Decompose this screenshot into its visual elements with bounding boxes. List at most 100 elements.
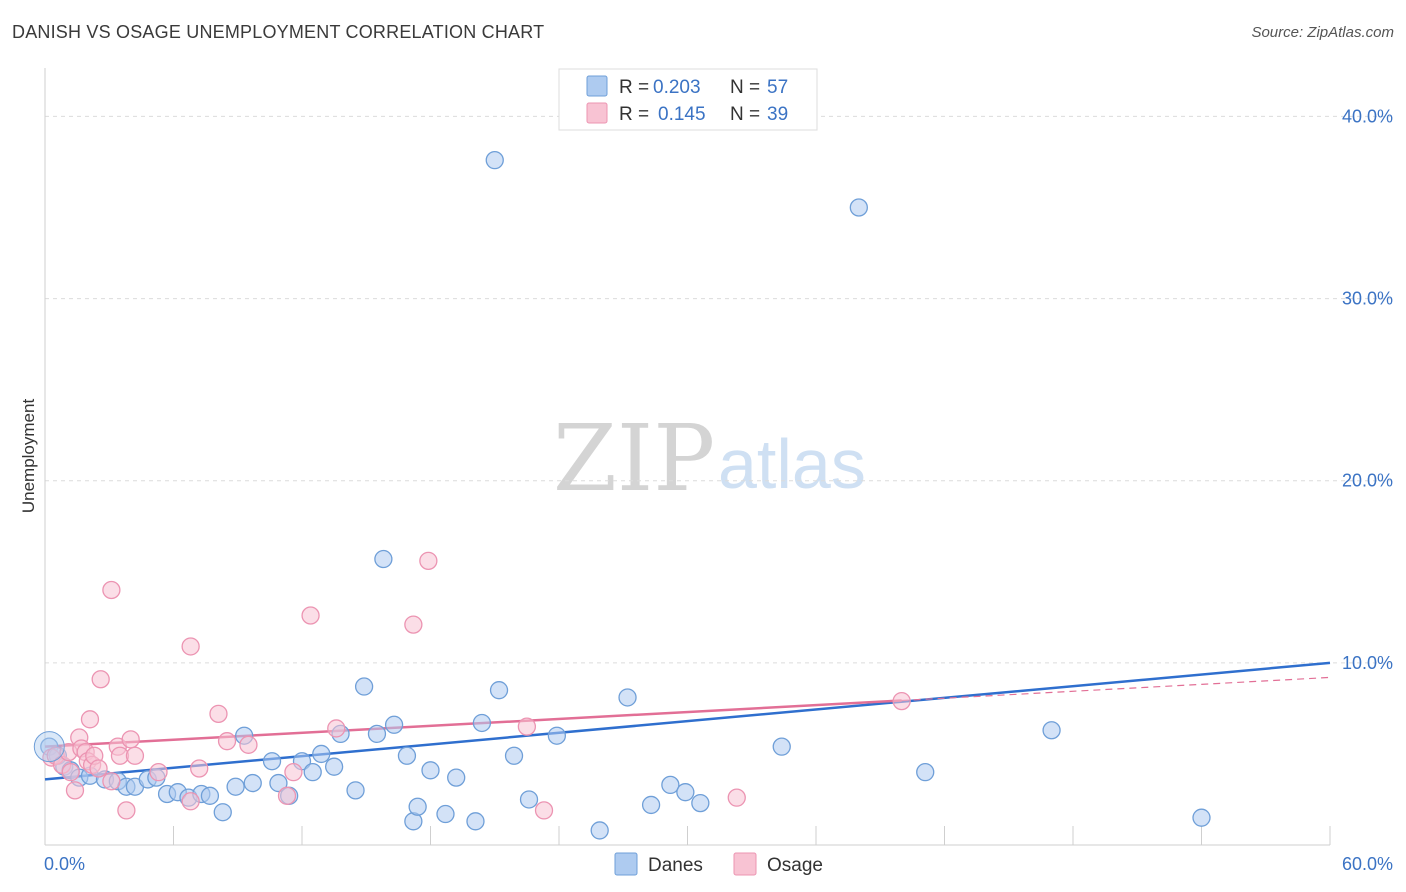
y-axis-title: Unemployment: [19, 399, 38, 514]
legend-n-label-danes: N =: [730, 77, 760, 98]
x-tick-label: 0.0%: [44, 854, 85, 874]
point-osage: [534, 801, 554, 820]
point-danes: [661, 775, 680, 795]
point-danes: [772, 737, 791, 756]
point-danes: [374, 549, 393, 569]
point-danes: [243, 773, 262, 793]
point-osage: [89, 759, 108, 778]
point-osage: [102, 580, 121, 600]
point-danes: [504, 746, 524, 765]
point-danes: [849, 198, 868, 217]
legend-r-label-danes: R =: [619, 77, 649, 98]
point-danes: [590, 821, 609, 840]
point-osage: [80, 710, 100, 729]
point-osage: [61, 762, 80, 782]
point-osage: [65, 781, 85, 800]
point-danes: [447, 768, 466, 787]
point-danes: [200, 786, 220, 805]
legend-n-label-osage: N =: [730, 104, 760, 125]
point-osage: [404, 615, 423, 634]
point-osage: [181, 637, 200, 656]
y-tick-label: 30.0%: [1342, 289, 1393, 309]
point-danes: [466, 812, 485, 831]
point-osage: [91, 670, 110, 689]
point-danes: [436, 804, 455, 824]
point-osage: [209, 704, 228, 724]
point-osage: [284, 762, 303, 782]
legend-r-value-osage: 0.145: [658, 104, 706, 125]
point-danes: [324, 757, 344, 776]
point-danes: [303, 762, 322, 782]
point-osage: [727, 788, 746, 807]
point-danes: [489, 681, 509, 700]
data-points: [33, 150, 1211, 840]
point-danes: [676, 783, 695, 802]
point-osage: [217, 732, 237, 751]
point-danes: [472, 713, 492, 733]
y-tick-label: 20.0%: [1342, 471, 1393, 491]
point-danes: [384, 715, 404, 734]
point-osage: [117, 801, 136, 820]
y-tick-label: 10.0%: [1342, 653, 1393, 673]
point-osage: [125, 746, 145, 765]
y-tick-label: 40.0%: [1342, 106, 1393, 126]
axes: [44, 68, 1331, 846]
point-osage: [239, 735, 258, 754]
point-danes: [312, 744, 331, 764]
point-osage: [149, 762, 168, 782]
point-danes: [354, 677, 374, 696]
point-osage: [181, 792, 200, 811]
series-legend-swatch-danes: [614, 852, 638, 876]
point-danes: [1192, 808, 1211, 827]
legend-n-value-danes: 57: [767, 77, 788, 98]
point-osage: [190, 759, 209, 778]
point-danes: [641, 795, 661, 815]
point-osage: [419, 551, 438, 571]
trend-lines: [44, 661, 1331, 781]
point-danes: [618, 688, 637, 707]
chart-title: DANISH VS OSAGE UNEMPLOYMENT CORRELATION…: [12, 22, 545, 42]
point-danes: [1042, 721, 1061, 740]
point-danes-cluster: [33, 731, 65, 763]
trend-line-danes: [44, 661, 1331, 781]
point-danes: [346, 781, 365, 800]
point-osage: [277, 786, 297, 805]
point-osage: [102, 772, 121, 791]
series-legend-label-danes: Danes: [648, 855, 703, 876]
point-osage: [892, 691, 911, 711]
legend-swatch-osage: [586, 102, 608, 124]
legend-n-value-osage: 39: [767, 104, 788, 125]
point-danes: [691, 793, 710, 813]
series-legend: Danes Osage: [614, 852, 823, 876]
point-danes: [916, 762, 935, 782]
point-danes: [408, 797, 427, 816]
point-danes: [262, 752, 282, 771]
series-legend-swatch-osage: [733, 852, 757, 876]
legend-r-value-danes: 0.203: [653, 77, 701, 98]
point-danes: [226, 777, 245, 796]
point-osage: [517, 717, 537, 736]
gridlines: [45, 115, 1392, 664]
point-danes: [519, 790, 539, 809]
point-osage: [327, 719, 346, 738]
point-danes: [269, 773, 288, 793]
watermark-zip: ZIP: [553, 405, 715, 512]
point-danes: [397, 746, 417, 765]
point-danes: [213, 803, 232, 822]
point-danes: [547, 726, 567, 745]
point-osage: [121, 730, 140, 749]
correlation-legend: R = 0.203 N = 57 R = 0.145 N = 39: [558, 68, 818, 131]
watermark-atlas: atlas: [718, 425, 866, 503]
legend-r-label-osage: R =: [619, 104, 649, 125]
point-danes: [421, 761, 440, 780]
series-legend-label-osage: Osage: [767, 855, 823, 876]
legend-swatch-danes: [586, 75, 608, 97]
tick-labels: 10.0% 20.0% 30.0% 40.0% 0.0% 60.0%: [44, 106, 1393, 874]
x-tick-label: 60.0%: [1342, 854, 1393, 874]
point-osage: [301, 606, 320, 625]
point-danes: [485, 150, 504, 170]
trend-line-osage-extrapolated: [901, 676, 1331, 702]
point-danes: [367, 724, 387, 744]
source-credit: Source: ZipAtlas.com: [1251, 24, 1394, 41]
